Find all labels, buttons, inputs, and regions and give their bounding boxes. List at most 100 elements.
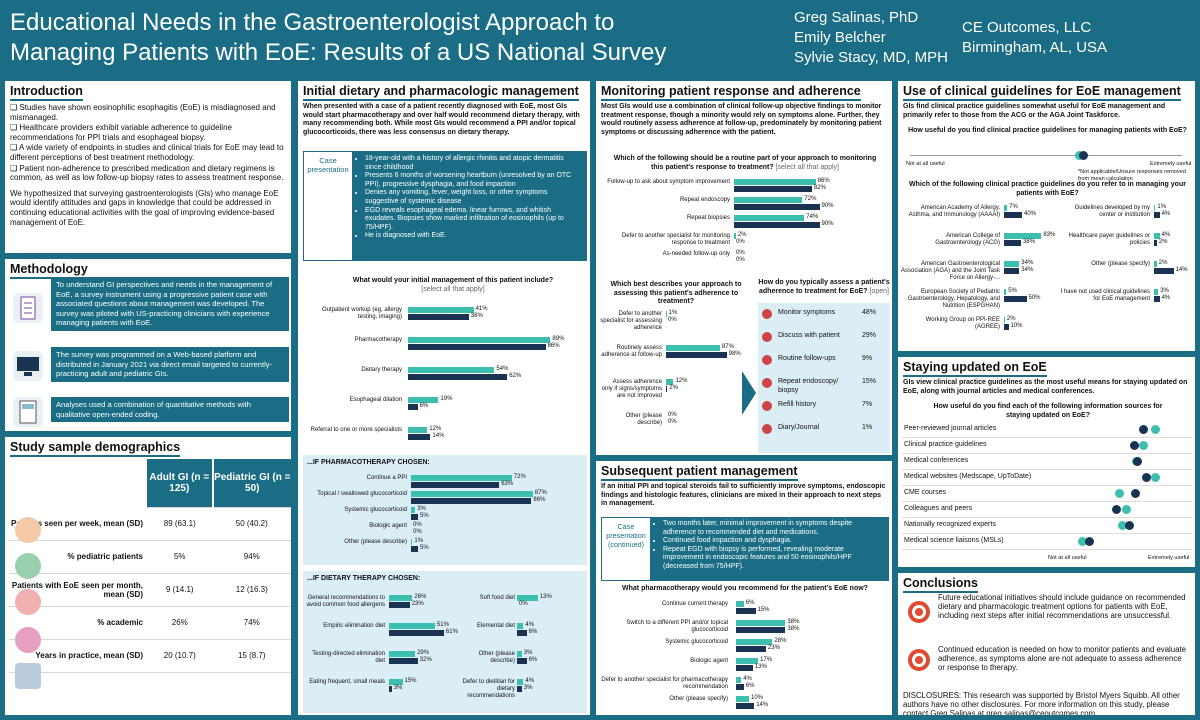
value-label-pediatric: 0% [668, 317, 677, 323]
monitoring-panel: Monitoring patient response and adherenc… [595, 80, 893, 456]
bar-label: Working Group on PPI-REE (AGREE) [925, 317, 1000, 330]
bar-label: Defer to another specialist for pharmaco… [601, 677, 728, 690]
case-box: Case presentation (continued) Two months… [601, 517, 889, 581]
adherence-method-icon [762, 424, 772, 434]
subheading: ...IF PHARMACOTHERAPY CHOSEN: [307, 459, 430, 466]
bar-label: Other (please describe) [478, 651, 515, 664]
value-label-adult: 4% [525, 678, 535, 684]
value-label-adult: 72% [804, 196, 817, 202]
source-label: Clinical practice guidelines [904, 441, 987, 448]
value-label-adult: 13% [539, 594, 552, 600]
value-label-adult: 4% [743, 676, 752, 682]
scale-high: Extremely useful [1148, 555, 1190, 561]
child-icon [15, 553, 41, 579]
question: How do you typically assess a patient's … [758, 279, 890, 295]
source-label: CME courses [904, 489, 947, 496]
bar-pediatric [1154, 212, 1160, 218]
scale-low: Not at all useful [906, 161, 945, 167]
pharmacotherapy-chart: Continue a PPI 72% 63% Topical / swallowed … [303, 471, 587, 561]
value-label-adult: 41% [475, 306, 488, 312]
source-label: Medical websites (Medscape, UpToDate) [904, 473, 1032, 480]
diet-subpanel: ...IF DIETARY THERAPY CHOSEN: General re… [303, 571, 587, 713]
adherence-chart: Defer to another specialist for assessin… [596, 303, 746, 453]
bar-label: American Gastroenterological Association… [901, 261, 1000, 281]
value-label-adult: 51% [436, 622, 449, 628]
bar-pediatric [734, 186, 812, 192]
value-label-adult: 54% [496, 366, 509, 372]
adult-dot [1078, 537, 1087, 546]
cell: 89 (63.1) [147, 507, 213, 541]
bar-pediatric [389, 602, 410, 608]
bar-label: Routinely assess adherence at follow-up [601, 345, 662, 358]
value-label-adult: 28% [774, 638, 787, 644]
row-divider [902, 485, 1192, 486]
bar-adult [1004, 261, 1020, 267]
poster-header: Educational Needs in the Gastroenterolog… [0, 0, 1200, 76]
section-heading: Study sample demographics [10, 440, 181, 457]
arrow-icon [742, 371, 756, 415]
adherence-method-icon [762, 309, 772, 319]
value-label-adult: 0% [413, 522, 422, 528]
bar-pediatric [1004, 296, 1027, 302]
cell: 5% [147, 540, 213, 574]
bar-label: Elemental diet [476, 623, 515, 629]
bar-label: Pharmacotherapy [354, 337, 402, 343]
bar-adult [411, 539, 413, 545]
initial-management-panel: Initial dietary and pharmacologic manage… [297, 80, 591, 716]
dietary-therapy-chart: General recommendations to avoid common … [303, 589, 587, 709]
value-label-pediatric: 0% [736, 257, 745, 263]
bar-label: I have not used clinical guidelines for … [1060, 289, 1150, 302]
conclusions-panel: Conclusions Future educational initiativ… [897, 572, 1196, 716]
value-label-adult: 3% [523, 650, 533, 656]
value-label-adult: 3% [417, 506, 426, 512]
value-label-pediatric: 34% [1021, 267, 1034, 273]
value-label-pediatric: 63% [501, 481, 514, 487]
bar-pediatric [736, 684, 744, 690]
bar-label: Biologic agent [369, 523, 407, 529]
bar-adult [666, 311, 667, 317]
value-label-pediatric: 2% [1158, 239, 1168, 245]
note: *Not applicable/Unsure responses removed… [1078, 169, 1186, 182]
value-label-pediatric: 10% [1010, 323, 1023, 329]
survey-icon [13, 293, 43, 323]
bar-pediatric [736, 703, 755, 709]
pediatric-dot [1130, 489, 1140, 498]
bar-pediatric [736, 665, 753, 671]
bar-adult [736, 601, 744, 607]
pediatric-dot [1141, 473, 1151, 482]
value-label-pediatric: 6% [745, 683, 755, 689]
source-label: Colleagues and peers [904, 505, 973, 512]
bar-pediatric [517, 630, 527, 636]
bar-adult [517, 651, 522, 657]
adherence-method-icon [762, 378, 772, 388]
question: How useful do you find clinical practice… [908, 127, 1187, 134]
bar-adult [517, 595, 538, 601]
value-label-adult: 29% [417, 650, 430, 656]
value-label-pediatric: 3% [523, 685, 533, 691]
cell: 50 (40.2) [212, 507, 291, 541]
bar-label: Systemic glucocorticoid [665, 639, 728, 645]
value-label-pediatric: 14% [1175, 267, 1188, 273]
case-bullet: EGD reveals esophageal edema, linear fur… [365, 207, 581, 233]
case-bullet: Presents 6 months of worsening heartburn… [365, 172, 581, 189]
row-label: Patients seen per week, mean (SD) [10, 518, 143, 528]
bar-adult [408, 367, 495, 373]
row-label: Patients with EoE seen per month, mean (… [11, 580, 143, 599]
bar-label: Repeat biopsies [686, 215, 730, 221]
row-divider [902, 549, 1192, 550]
value-label-adult: 86% [817, 178, 830, 184]
value-label-adult: 89% [552, 336, 565, 342]
pediatric-dot [1129, 441, 1139, 450]
adherence-method-label: Diary/Journal [778, 424, 820, 431]
bar-pediatric [736, 646, 766, 652]
bar-pediatric [408, 314, 469, 320]
bar-pediatric [408, 374, 508, 380]
bar-label: Defer to another specialist for assessin… [600, 311, 662, 331]
guidelines-panel: Use of clinical guidelines for EoE manag… [897, 80, 1196, 352]
value-label-adult: 2% [1158, 260, 1168, 266]
value-label-pediatric: 3% [393, 685, 403, 691]
row-divider [902, 501, 1192, 502]
bar-adult [408, 337, 551, 343]
value-label-pediatric: 0% [519, 601, 528, 607]
value-label-adult: 2% [737, 232, 747, 238]
